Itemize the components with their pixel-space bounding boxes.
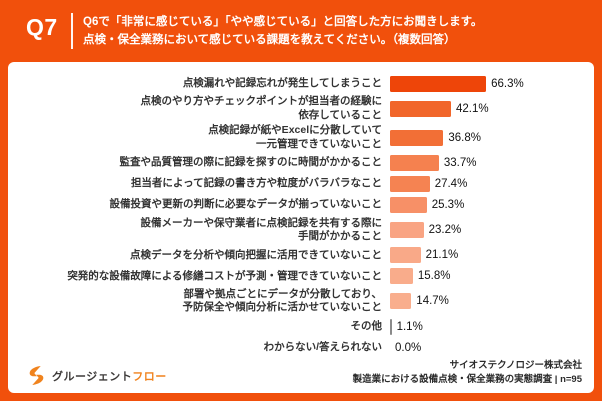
chart-row: 点検データを分析や傾向把握に活用できていないこと 21.1% — [8, 245, 594, 266]
value-label: 25.3% — [431, 199, 465, 212]
question-title: Q6で「非常に感じている」「やや感じている」と回答した方にお聞きします。 点検・… — [83, 13, 482, 50]
chart-row: 点検記録が紙やExcelに分散していて 一元管理できていないこと 36.8% — [8, 123, 594, 152]
chart-row: 設備投資や更新の判断に必要なデータが揃っていないこと 25.3% — [8, 195, 594, 216]
brand-name-part2: フロー — [132, 370, 167, 383]
bar — [390, 247, 421, 264]
bar — [390, 293, 412, 310]
chart-row: 監査や品質管理の際に記録を探すのに時間がかかること 33.7% — [8, 153, 594, 174]
question-title-line2: 点検・保全業務において感じている課題を教えてください。（複数回答） — [83, 34, 456, 47]
chart-row: 担当者によって記録の書き方や粒度がバラバラなこと 27.4% — [8, 174, 594, 195]
value-label: 27.4% — [434, 178, 468, 191]
header: Q7 Q6で「非常に感じている」「やや感じている」と回答した方にお聞きします。 … — [0, 0, 602, 62]
bar-track: 66.3% — [390, 75, 594, 92]
chart-row: 突発的な設備故障による修繕コストが予測・管理できていないこと 15.8% — [8, 266, 594, 287]
question-number: Q7 — [26, 14, 58, 40]
value-label: 14.7% — [416, 295, 449, 308]
bar-track: 15.8% — [390, 268, 594, 285]
brand-name-part1: グルージェント — [52, 370, 133, 383]
chart-row: 設備メーカーや保守業者に点検記録を共有する際に 手間がかかること 23.2% — [8, 216, 594, 245]
category-label: 点検データを分析や傾向把握に活用できていないこと — [130, 248, 382, 261]
chart-row: 点検漏れや記録忘れが発生してしまうこと 66.3% — [8, 73, 594, 94]
bar — [390, 176, 430, 193]
bar-track: 33.7% — [390, 155, 594, 172]
bar-track: 0.0% — [390, 342, 594, 354]
brand-logo-text: グルージェントフロー — [52, 368, 167, 384]
category-label: 設備投資や更新の判断に必要なデータが揃っていないこと — [109, 198, 382, 211]
bar-track: 14.7% — [390, 293, 594, 310]
category-label: 点検漏れや記録忘れが発生してしまうこと — [182, 76, 382, 89]
bar — [390, 197, 427, 214]
flow-bolt-icon — [29, 366, 44, 385]
value-label: 23.2% — [428, 224, 462, 237]
chart-row: わからない/答えられない 0.0% — [8, 337, 594, 358]
bar-track: 1.1% — [390, 318, 594, 335]
category-label: 点検のやり方やチェックポイントが担当者の経験に 依存していること — [140, 95, 383, 121]
category-label: 担当者によって記録の書き方や粒度がバラバラなこと — [130, 177, 382, 190]
category-label: 監査や品質管理の際に記録を探すのに時間がかかること — [119, 156, 383, 169]
bar-track: 42.1% — [390, 100, 594, 117]
category-label: 設備メーカーや保守業者に点検記録を共有する際に 手間がかかること — [140, 216, 383, 243]
chart-row: 点検のやり方やチェックポイントが担当者の経験に 依存していること 42.1% — [8, 94, 594, 123]
category-label: その他 — [350, 319, 383, 332]
value-label: 42.1% — [456, 102, 489, 115]
chart-row: その他 1.1% — [8, 316, 594, 337]
source-survey: 製造業における設備点検・保全業務の実態調査 | n=95 — [352, 373, 582, 385]
bar-track: 23.2% — [390, 222, 594, 239]
question-title-line1: Q6で「非常に感じている」「やや感じている」と回答した方にお聞きします。 — [83, 16, 483, 28]
header-divider — [71, 13, 73, 49]
value-label: 1.1% — [396, 320, 423, 333]
source-company: サイオステクノロジー株式会社 — [449, 359, 582, 371]
bar-track: 21.1% — [390, 247, 594, 264]
value-label: 66.3% — [491, 77, 524, 90]
value-label: 15.8% — [417, 270, 451, 283]
bar — [390, 129, 444, 146]
value-label: 21.1% — [425, 249, 459, 262]
chart-panel: 点検漏れや記録忘れが発生してしまうこと 66.3% 点検のやり方やチェックポイントが… — [8, 62, 594, 393]
bar-track: 36.8% — [390, 129, 594, 146]
value-label: 0.0% — [395, 341, 422, 354]
bar — [390, 318, 392, 335]
chart-row: 部署や拠点ごとにデータが分散しており、 予防保全や傾向分析に活かせていないこと 14… — [8, 287, 594, 316]
bar-chart: 点検漏れや記録忘れが発生してしまうこと 66.3% 点検のやり方やチェックポイントが… — [8, 73, 594, 358]
category-label: 突発的な設備故障による修繕コストが予測・管理できていないこと — [67, 269, 382, 282]
value-label: 33.7% — [443, 157, 477, 170]
category-label: わからない/答えられない — [263, 340, 382, 353]
category-label: 部署や拠点ごとにデータが分散しており、 予防保全や傾向分析に活かせていないこと — [182, 287, 383, 314]
bar-track: 27.4% — [390, 176, 594, 193]
value-label: 36.8% — [448, 131, 481, 144]
bar-track: 25.3% — [390, 197, 594, 214]
bar — [390, 75, 487, 92]
bar — [390, 155, 439, 172]
source-attribution: サイオステクノロジー株式会社 製造業における設備点検・保全業務の実態調査 | n… — [353, 359, 582, 388]
bar — [390, 222, 424, 239]
brand-logo: グルージェントフロー — [26, 365, 167, 386]
bar — [390, 100, 451, 117]
category-label: 点検記録が紙やExcelに分散していて 一元管理できていないこと — [208, 124, 382, 150]
bar — [390, 268, 413, 285]
